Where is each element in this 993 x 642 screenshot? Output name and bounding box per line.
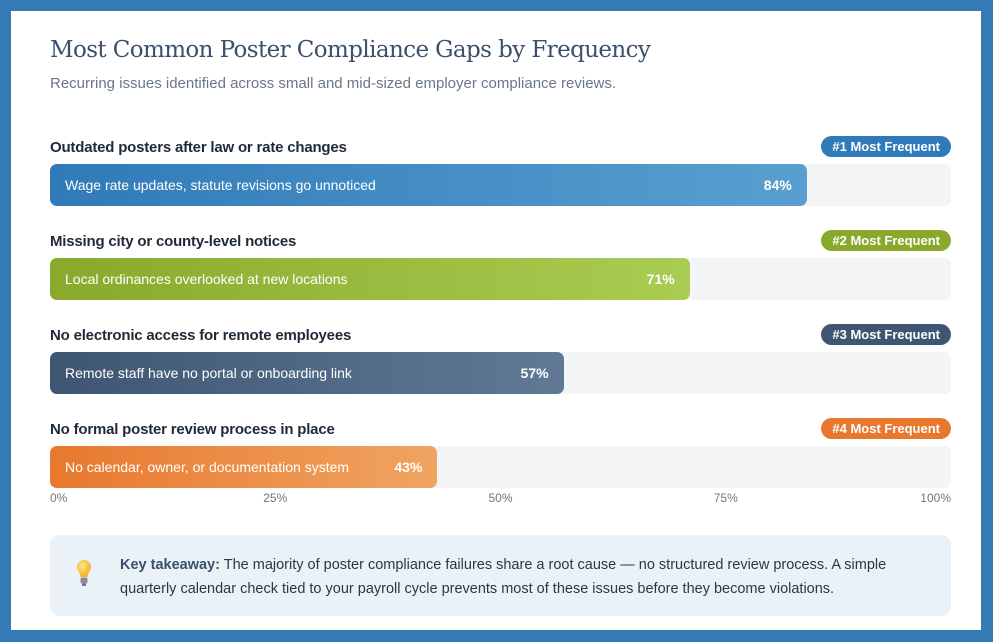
bar-label: Outdated posters after law or rate chang… [50,139,347,156]
bar: No calendar, owner, or documentation sys… [50,446,438,488]
lightbulb-icon [77,560,91,586]
bar-description: Remote staff have no portal or onboardin… [65,365,352,381]
bar: Wage rate updates, statute revisions go … [50,164,807,206]
bar-value-label: 84% [763,177,792,193]
takeaway-text: Key takeaway: The majority of poster com… [120,553,930,601]
rank-badge: #2 Most Frequent [821,230,951,251]
rank-badge: #4 Most Frequent [821,418,951,439]
chart-subtitle: Recurring issues identified across small… [50,75,617,92]
bar-track: Wage rate updates, statute revisions go … [50,164,951,206]
takeaway-lead: Key takeaway: [120,557,220,573]
bar: Remote staff have no portal or onboardin… [50,352,564,394]
bar: Local ordinances overlooked at new locat… [50,258,690,300]
bar-description: Wage rate updates, statute revisions go … [65,177,376,193]
bar-value-label: 43% [394,459,423,475]
key-takeaway-box: Key takeaway: The majority of poster com… [50,535,951,616]
bar-description: Local ordinances overlooked at new locat… [65,271,348,287]
bar-value-label: 71% [646,271,675,287]
chart-title: Most Common Poster Compliance Gaps by Fr… [50,37,651,63]
x-axis: 0% 25% 50% 75% 100% [50,491,951,507]
chart-card: Most Common Poster Compliance Gaps by Fr… [11,11,981,630]
x-tick-label: 75% [713,491,738,505]
x-tick-label: 100% [920,491,951,505]
bar-track: Local ordinances overlooked at new locat… [50,258,951,300]
bar-label: No electronic access for remote employee… [50,327,352,344]
x-tick-label: 50% [488,491,513,505]
bar-label: No formal poster review process in place [50,421,335,438]
bar-description: No calendar, owner, or documentation sys… [65,459,350,475]
bar-track: Remote staff have no portal or onboardin… [50,352,951,394]
bar-label: Missing city or county-level notices [50,233,297,250]
x-tick-label: 0% [50,491,68,505]
rank-badge: #3 Most Frequent [821,324,951,345]
takeaway-body: The majority of poster compliance failur… [120,557,887,597]
rank-badge: #1 Most Frequent [821,136,951,157]
x-tick-label: 25% [263,491,288,505]
bar-track: No calendar, owner, or documentation sys… [50,446,951,488]
bar-value-label: 57% [520,365,549,381]
